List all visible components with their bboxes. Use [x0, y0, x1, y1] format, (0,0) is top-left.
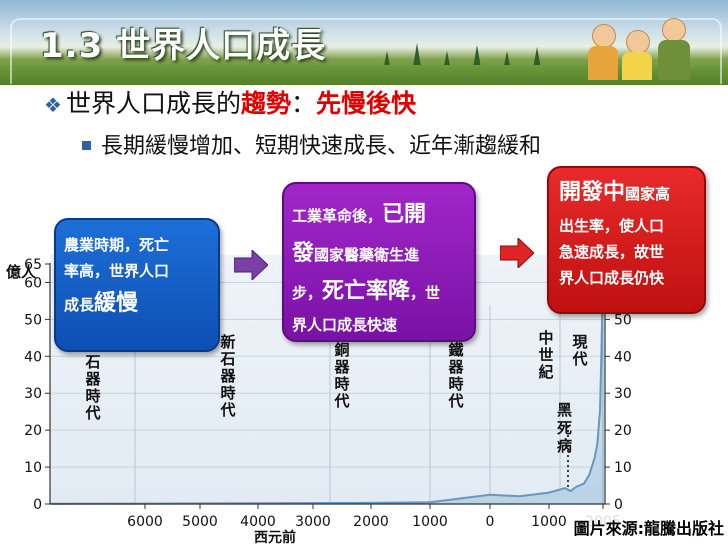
square-bullet-icon — [82, 140, 91, 150]
box-line: 開發中國家高 — [559, 174, 698, 213]
y-axis-label: 億人 — [6, 263, 37, 281]
box-emphasis: 開發中 — [559, 180, 626, 205]
box-line: 步，死亡率降，世 — [292, 273, 468, 312]
page-title: 1.3 世界人口成長 — [40, 26, 327, 66]
box-line: 出生率，使人口 — [559, 216, 665, 235]
sub-bullet-text: 長期緩慢增加、短期快速成長、近年漸趨緩和 — [101, 134, 542, 159]
x-tick-label: 3000 — [295, 514, 331, 530]
industrial-era-box: 工業革命後，已開 發國家醫藥衛生進 步，死亡率降，世 界人口成長快速 — [282, 182, 476, 342]
population-curve — [49, 264, 604, 505]
y-tick-label-right: 50 — [614, 312, 632, 328]
box-emphasis: 緩慢 — [94, 290, 139, 316]
era-labels: 舊石器時代新石器時代銅器時代鐵器時代中世紀現代 — [84, 329, 587, 422]
x-tick-label: 5000 — [182, 514, 218, 530]
image-credit: 圖片來源:龍騰出版社 — [573, 515, 724, 539]
box-text: 國家醫藥衛生進 — [314, 245, 420, 264]
y-tick-label-right: 40 — [614, 349, 632, 365]
y-tick-label-right: 30 — [614, 386, 632, 402]
box-text: ，世 — [410, 284, 441, 302]
box-line: 界人口成長仍快 — [559, 269, 665, 287]
box-line: 發國家醫藥衛生進 — [292, 235, 468, 274]
era-label: 現代 — [571, 333, 587, 368]
era-label: 鐵器時代 — [447, 341, 464, 410]
x-tick-label: 6000 — [127, 514, 163, 530]
sub-bullet: 長期緩慢增加、短期快速成長、近年漸趨緩和 — [82, 128, 541, 160]
y-tick-label: 10 — [24, 460, 42, 476]
box-emphasis: 已開 — [382, 202, 427, 227]
box-text: 成長 — [64, 295, 95, 314]
y-tick-label: 60 — [24, 275, 42, 291]
highlight-slow-then-fast: 先慢後快 — [315, 89, 416, 118]
separator: ： — [290, 89, 316, 118]
bullet-text: 世界人口成長的 — [65, 89, 241, 118]
era-label: 銅器時代 — [333, 341, 350, 410]
box-line: 界人口成長快速 — [292, 315, 398, 334]
x-tick-label: 1000 — [531, 514, 567, 530]
grass-decoration — [0, 65, 728, 85]
y-axis-left: 0 10 20 30 40 50 60 65 — [24, 257, 51, 513]
box-emphasis: 死亡率降 — [322, 279, 411, 304]
y-tick-label: 40 — [24, 349, 42, 365]
agricultural-era-box: 農業時期，死亡 率高，世界人口 成長緩慢 — [54, 218, 220, 352]
y-tick-label: 65 — [24, 257, 42, 273]
box-text: 國家高 — [625, 185, 671, 203]
era-label: 中世紀 — [538, 329, 553, 381]
y-tick-label: 20 — [24, 423, 42, 439]
y-tick-label: 0 — [33, 497, 42, 513]
family-illustration — [584, 10, 704, 80]
diamond-bullet-icon: ❖ — [44, 93, 62, 117]
box-line: 成長緩慢 — [64, 285, 212, 324]
x-tick-label: 0 — [486, 514, 495, 530]
box-line: 農業時期，死亡 — [64, 236, 170, 254]
x-tick-label: 1000 — [412, 514, 448, 530]
black-death-char: 病 — [557, 437, 572, 455]
banner-frame — [10, 18, 722, 84]
x-axis: 600050004000300020001000010002005 — [50, 503, 621, 530]
arrow-right-icon — [234, 250, 268, 280]
box-text: 工業革命後， — [292, 207, 383, 225]
bullet-trend: ❖ 世界人口成長的趨勢：先慢後快 — [44, 84, 416, 120]
developing-countries-box: 開發中國家高 出生率，使人口 急速成長，故世 界人口成長仍快 — [547, 166, 706, 314]
y-tick-label: 50 — [24, 312, 42, 328]
y-tick-label: 30 — [24, 386, 42, 402]
black-death-label: 黑 死 病 — [557, 401, 577, 455]
title-banner — [0, 0, 728, 85]
x-tick-label: 2000 — [353, 514, 389, 530]
black-death-char: 黑 — [557, 401, 572, 419]
box-line: 急速成長，故世 — [559, 242, 665, 261]
x-tick-label: 4000 — [240, 514, 276, 530]
y-tick-label-right: 20 — [614, 423, 632, 439]
era-label: 新石器時代 — [219, 333, 236, 419]
y-tick-label-right: 10 — [614, 460, 632, 476]
x-axis-label: 西元前 — [254, 529, 296, 546]
box-line: 率高，世界人口 — [64, 262, 170, 281]
box-line: 工業革命後，已開 — [292, 196, 468, 235]
arrow-right-icon — [500, 238, 534, 268]
box-emphasis: 發 — [292, 240, 315, 266]
highlight-trend: 趨勢 — [240, 89, 291, 118]
black-death-char: 死 — [557, 419, 572, 437]
y-tick-label-right: 0 — [614, 497, 623, 513]
box-text: 步， — [292, 284, 323, 302]
